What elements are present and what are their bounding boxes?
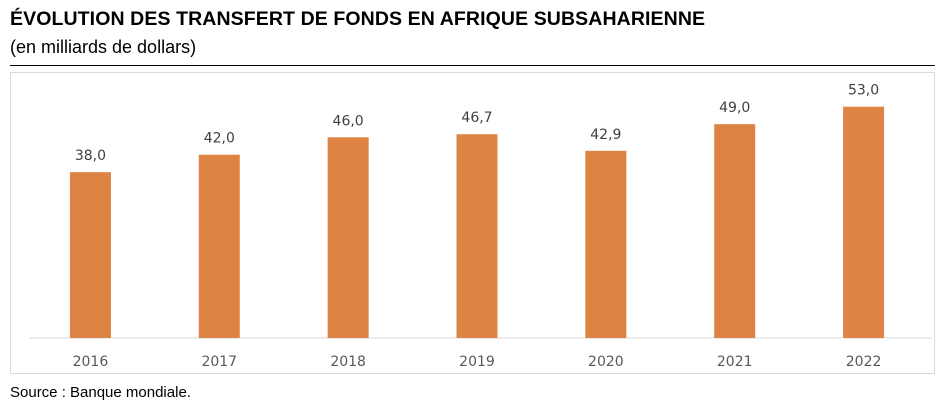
bar-2021 (714, 124, 756, 338)
x-tick-label-2018: 2018 (330, 354, 366, 370)
x-tick-label-2021: 2021 (717, 354, 753, 370)
data-label-2021: 49,0 (719, 100, 750, 116)
x-tick-label-2016: 2016 (73, 354, 109, 370)
data-label-2019: 46,7 (461, 110, 492, 126)
data-label-2022: 53,0 (848, 83, 879, 99)
title-divider (10, 65, 935, 66)
bar-2020 (585, 150, 627, 338)
chart-subtitle: (en milliards de dollars) (10, 37, 197, 57)
data-label-2020: 42,9 (590, 127, 621, 143)
data-label-2017: 42,0 (204, 131, 235, 147)
plot-area-frame (10, 72, 935, 374)
chart-title: ÉVOLUTION DES TRANSFERT DE FONDS EN AFRI… (10, 8, 706, 30)
x-tick-label-2019: 2019 (459, 354, 495, 370)
data-label-2016: 38,0 (75, 148, 106, 164)
data-label-2018: 46,0 (333, 113, 364, 129)
bar-2022 (843, 106, 885, 339)
bar-2016 (69, 172, 111, 338)
bar-2017 (198, 154, 240, 338)
bar-2018 (327, 137, 369, 338)
bar-2019 (456, 134, 498, 338)
x-tick-label-2022: 2022 (846, 354, 882, 370)
x-tick-label-2020: 2020 (588, 354, 624, 370)
x-tick-label-2017: 2017 (201, 354, 237, 370)
source-note: Source : Banque mondiale. (10, 384, 191, 401)
